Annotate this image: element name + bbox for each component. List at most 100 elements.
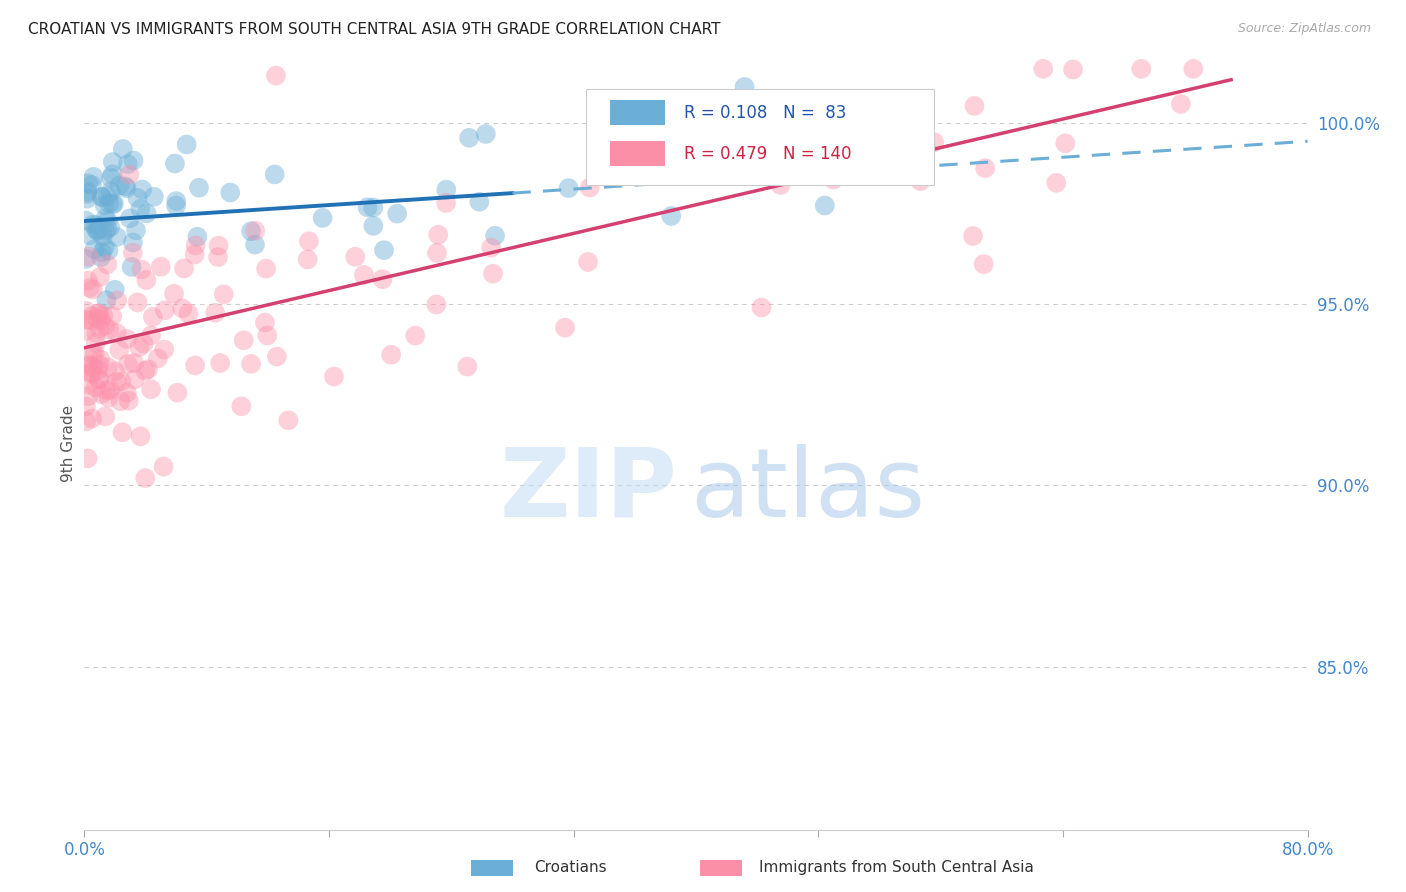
Point bbox=[240, 224, 263, 238]
Point bbox=[751, 301, 773, 315]
Point bbox=[177, 306, 200, 320]
Point bbox=[557, 181, 579, 195]
Point bbox=[163, 286, 186, 301]
Point bbox=[620, 138, 643, 153]
Point bbox=[456, 359, 478, 374]
Point bbox=[101, 155, 124, 169]
Point bbox=[82, 309, 104, 323]
Point bbox=[86, 224, 108, 238]
Text: R = 0.479   N = 140: R = 0.479 N = 140 bbox=[683, 145, 851, 162]
Point bbox=[172, 301, 194, 316]
Point bbox=[91, 190, 114, 204]
Point bbox=[482, 267, 505, 281]
Point bbox=[79, 358, 101, 372]
Point bbox=[118, 393, 141, 408]
Bar bbox=[610, 141, 665, 166]
Point bbox=[111, 142, 134, 156]
Point bbox=[475, 127, 498, 141]
Point bbox=[254, 261, 277, 276]
Point bbox=[87, 306, 110, 320]
Point bbox=[122, 235, 145, 250]
Point bbox=[76, 451, 98, 466]
Point bbox=[101, 309, 124, 323]
Point bbox=[131, 182, 153, 196]
Point bbox=[1045, 176, 1067, 190]
Point bbox=[165, 199, 187, 213]
Text: Immigrants from South Central Asia: Immigrants from South Central Asia bbox=[759, 860, 1035, 874]
Point bbox=[75, 324, 97, 338]
Point bbox=[769, 178, 792, 192]
Point bbox=[142, 190, 165, 204]
Point bbox=[1170, 96, 1192, 111]
Point bbox=[104, 283, 127, 297]
Point bbox=[266, 350, 288, 364]
Point bbox=[184, 238, 207, 252]
Point bbox=[136, 362, 159, 376]
Point bbox=[176, 137, 198, 152]
Point bbox=[97, 391, 120, 405]
Point bbox=[153, 303, 176, 318]
Point bbox=[105, 326, 128, 340]
Point bbox=[75, 313, 97, 327]
Point bbox=[77, 177, 100, 191]
Point bbox=[96, 293, 118, 307]
Point bbox=[98, 383, 121, 397]
Point bbox=[458, 130, 481, 145]
Point bbox=[79, 366, 101, 380]
Point bbox=[277, 413, 299, 427]
Point bbox=[166, 385, 188, 400]
Text: Source: ZipAtlas.com: Source: ZipAtlas.com bbox=[1237, 22, 1371, 36]
Point bbox=[922, 135, 945, 149]
Text: atlas: atlas bbox=[690, 443, 925, 537]
Point bbox=[207, 238, 229, 252]
Point bbox=[231, 400, 253, 414]
Point bbox=[232, 334, 254, 348]
Point bbox=[77, 359, 100, 373]
Point bbox=[121, 260, 143, 274]
Point bbox=[129, 429, 152, 443]
Point bbox=[114, 179, 136, 194]
Point bbox=[89, 307, 111, 321]
Point bbox=[298, 234, 321, 248]
Point bbox=[82, 360, 104, 375]
Point bbox=[129, 202, 152, 216]
Point bbox=[97, 244, 120, 258]
Point bbox=[80, 178, 103, 192]
Point bbox=[94, 318, 117, 333]
Point bbox=[134, 364, 156, 378]
Point bbox=[87, 363, 110, 377]
Point bbox=[105, 230, 128, 244]
Point bbox=[87, 358, 110, 372]
Point bbox=[910, 174, 932, 188]
Point bbox=[84, 335, 107, 350]
Point bbox=[82, 218, 104, 232]
Point bbox=[75, 252, 97, 266]
Point bbox=[110, 375, 132, 389]
Point bbox=[104, 364, 127, 378]
Point bbox=[434, 183, 457, 197]
Point bbox=[165, 194, 187, 208]
Point bbox=[118, 168, 141, 182]
Point bbox=[425, 297, 447, 311]
Point bbox=[75, 303, 97, 318]
Point bbox=[468, 194, 491, 209]
Point bbox=[962, 229, 984, 244]
Point bbox=[98, 323, 121, 337]
Point bbox=[101, 167, 124, 181]
Point bbox=[90, 387, 112, 401]
Point bbox=[134, 471, 156, 485]
Point bbox=[404, 328, 426, 343]
Point bbox=[76, 185, 98, 199]
Point bbox=[118, 211, 141, 226]
Text: Croatians: Croatians bbox=[534, 860, 607, 874]
Point bbox=[82, 411, 104, 425]
Point bbox=[245, 224, 267, 238]
Point bbox=[98, 220, 121, 235]
Point bbox=[734, 79, 756, 94]
Point bbox=[89, 270, 111, 285]
Point bbox=[79, 313, 101, 327]
Point bbox=[1062, 62, 1084, 77]
Y-axis label: 9th Grade: 9th Grade bbox=[60, 405, 76, 483]
Point bbox=[87, 373, 110, 387]
Point bbox=[84, 218, 107, 232]
